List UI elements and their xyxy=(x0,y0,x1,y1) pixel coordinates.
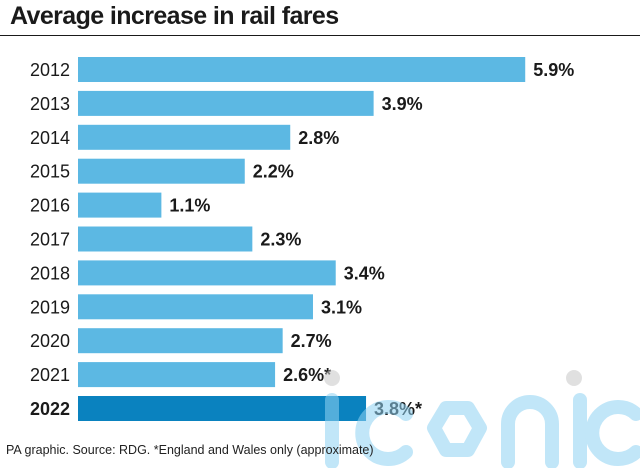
year-label-2014: 2014 xyxy=(30,128,70,148)
year-label-2017: 2017 xyxy=(30,230,70,250)
bar-chart: 2012 5.9% 2013 3.9% 2014 2.8% 2015 2.2% 2016 1.1%… xyxy=(30,57,574,421)
value-label-2019: 3.1% xyxy=(321,297,362,317)
value-label-2015: 2.2% xyxy=(253,162,294,182)
chart-title: Average increase in rail fares xyxy=(10,2,339,30)
bar-2021 xyxy=(78,362,276,388)
bar-2018 xyxy=(78,260,336,286)
bar-2012 xyxy=(78,57,526,82)
bar-2014 xyxy=(78,124,291,150)
year-label-2020: 2020 xyxy=(30,331,70,351)
value-label-2021: 2.6%* xyxy=(283,365,331,385)
year-label-2013: 2013 xyxy=(30,94,70,114)
value-label-2018: 3.4% xyxy=(344,263,385,283)
value-label-2012: 5.9% xyxy=(533,60,574,80)
title-divider xyxy=(0,35,640,36)
bar-2015 xyxy=(78,158,245,184)
value-label-2020: 2.7% xyxy=(291,331,332,351)
year-label-2015: 2015 xyxy=(30,162,70,182)
year-label-2012: 2012 xyxy=(30,60,70,80)
bar-2022 xyxy=(78,396,367,421)
source-note: PA graphic. Source: RDG. *England and Wa… xyxy=(6,443,374,457)
year-label-2019: 2019 xyxy=(30,297,70,317)
bar-2020 xyxy=(78,328,283,354)
year-label-2018: 2018 xyxy=(30,263,70,283)
year-label-2022: 2022 xyxy=(30,399,70,419)
value-label-2017: 2.3% xyxy=(260,230,301,250)
value-label-2016: 1.1% xyxy=(169,196,210,216)
value-label-2014: 2.8% xyxy=(298,128,339,148)
value-label-2022: 3.8%* xyxy=(374,399,422,419)
bar-2013 xyxy=(78,90,374,116)
value-label-2013: 3.9% xyxy=(382,94,423,114)
year-label-2021: 2021 xyxy=(30,365,70,385)
bar-2019 xyxy=(78,294,313,320)
bar-2016 xyxy=(78,192,162,218)
year-label-2016: 2016 xyxy=(30,196,70,216)
bar-2017 xyxy=(78,226,253,252)
